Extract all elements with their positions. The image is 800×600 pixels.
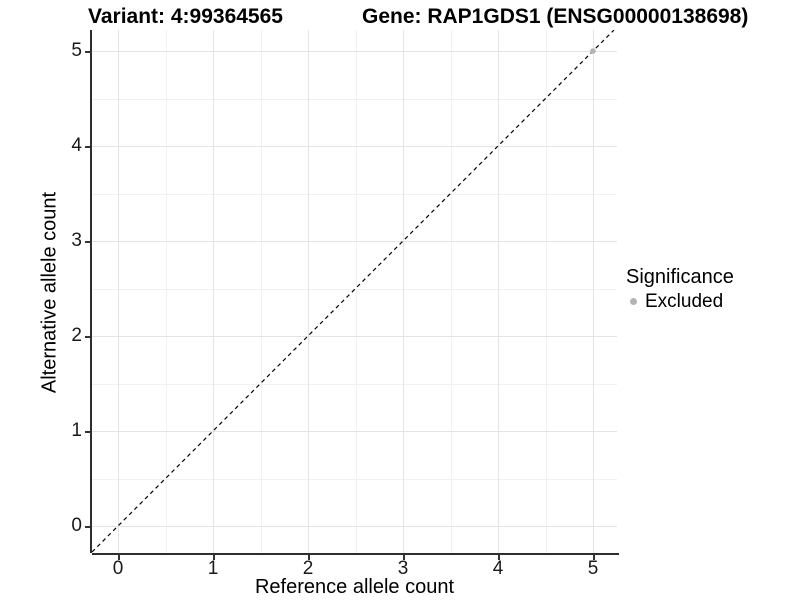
major-gridline-v — [308, 30, 309, 553]
y-tick-mark — [85, 241, 90, 243]
x-tick-label: 3 — [397, 558, 409, 579]
minor-gridline-v — [355, 30, 357, 553]
x-tick-mark — [308, 555, 310, 560]
x-tick-mark — [593, 555, 595, 560]
minor-gridline-v — [260, 30, 262, 553]
x-tick-mark — [213, 555, 215, 560]
y-tick-label: 2 — [71, 325, 82, 346]
minor-gridline-h — [92, 478, 617, 480]
y-axis-line — [90, 30, 92, 553]
major-gridline-v — [593, 30, 594, 553]
y-tick-label: 3 — [71, 230, 82, 251]
y-tick-label: 0 — [71, 515, 82, 536]
major-gridline-v — [498, 30, 499, 553]
minor-gridline-v — [165, 30, 167, 553]
y-tick-mark — [85, 431, 90, 433]
x-tick-mark — [118, 555, 120, 560]
major-gridline-v — [118, 30, 119, 553]
minor-gridline-h — [92, 98, 617, 100]
x-tick-label: 2 — [302, 558, 314, 579]
x-tick-label: 5 — [587, 558, 599, 579]
legend-item-excluded: Excluded — [626, 290, 796, 313]
minor-gridline-h — [92, 193, 617, 195]
x-tick-mark — [498, 555, 500, 560]
legend: Significance Excluded — [626, 265, 796, 313]
major-gridline-h — [92, 146, 617, 147]
legend-item-label: Excluded — [645, 291, 724, 312]
y-tick-label: 1 — [71, 420, 82, 441]
x-axis-line — [92, 553, 619, 555]
major-gridline-h — [92, 526, 617, 527]
x-tick-label: 4 — [492, 558, 504, 579]
plot-title-variant: Variant: 4:99364565 — [88, 5, 283, 28]
minor-gridline-v — [450, 30, 452, 553]
major-gridline-v — [213, 30, 214, 553]
data-point-excluded — [590, 48, 596, 54]
major-gridline-h — [92, 431, 617, 432]
y-tick-label: 4 — [71, 135, 82, 156]
minor-gridline-v — [545, 30, 547, 553]
y-tick-mark — [85, 526, 90, 528]
major-gridline-v — [403, 30, 404, 553]
y-tick-label: 5 — [71, 40, 82, 61]
y-axis-title: Alternative allele count — [38, 191, 61, 394]
plot-panel — [92, 30, 617, 553]
y-tick-mark — [85, 146, 90, 148]
y-tick-mark — [85, 51, 90, 53]
x-tick-label: 1 — [207, 558, 219, 579]
identity-line — [92, 30, 615, 553]
legend-point-icon — [630, 298, 637, 305]
major-gridline-h — [92, 241, 617, 242]
x-tick-mark — [403, 555, 405, 560]
y-tick-mark — [85, 336, 90, 338]
minor-gridline-h — [92, 288, 617, 290]
minor-gridline-h — [92, 383, 617, 385]
major-gridline-h — [92, 51, 617, 52]
x-tick-label: 0 — [112, 558, 124, 579]
plot-overlay — [92, 30, 615, 553]
x-axis-title: Reference allele count — [254, 576, 454, 598]
major-gridline-h — [92, 336, 617, 337]
plot-title-gene: Gene: RAP1GDS1 (ENSG00000138698) — [362, 5, 749, 28]
legend-title: Significance — [626, 266, 734, 288]
